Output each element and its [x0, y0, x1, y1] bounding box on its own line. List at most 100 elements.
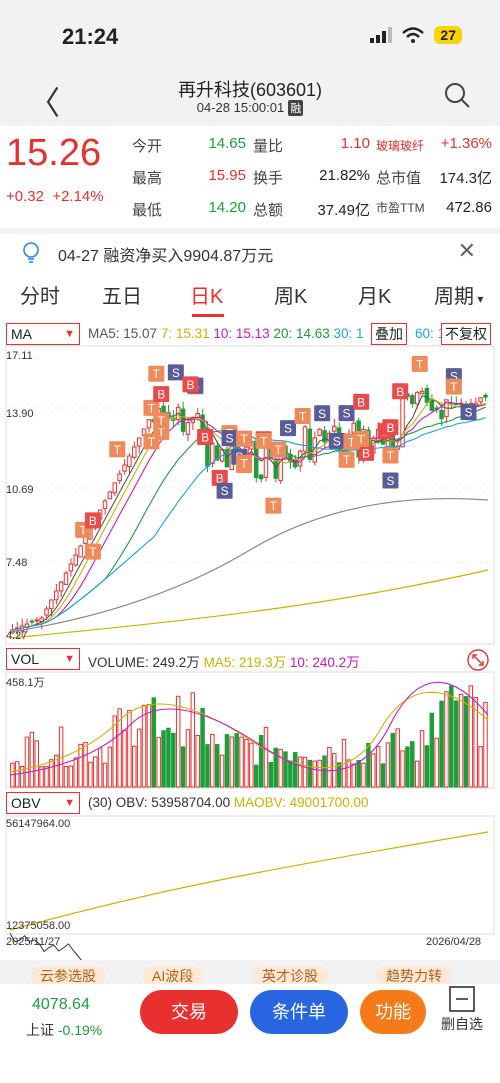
volume-bar: [156, 736, 161, 788]
candle-body: [224, 449, 230, 468]
candle-body: [112, 482, 118, 494]
tab-period[interactable]: 周期 ▾: [434, 286, 484, 308]
volume-bar: [385, 742, 391, 788]
ma7-legend: 7: 15.31: [160, 326, 210, 341]
volume-bar: [458, 693, 464, 788]
signal-marker: [211, 469, 228, 486]
notice-bar[interactable]: 04-27 融资净买入9904.87万元 ✕: [0, 228, 500, 268]
tab-daily-k[interactable]: 日K: [190, 286, 224, 308]
volume-ma10: 10: 240.2万: [289, 655, 360, 670]
chart-canvas[interactable]: TSBTTSTBTSBTTSTBTSBTTSTBTSBTTSTBTSBTTSTB…: [0, 320, 500, 960]
promo-item[interactable]: 英才诊股: [252, 966, 328, 984]
volume-bar: [302, 756, 308, 788]
signal-marker-label: T: [299, 409, 307, 423]
candle-body: [258, 474, 264, 480]
volume-bar: [44, 765, 49, 788]
close-icon[interactable]: ✕: [457, 238, 476, 263]
delete-watchlist-button[interactable]: 删自选: [434, 986, 490, 1034]
candle-body: [146, 419, 152, 429]
condition-order-button[interactable]: 条件单: [250, 990, 348, 1034]
tab-five-day[interactable]: 五日: [102, 286, 142, 308]
volume-bar: [146, 704, 152, 788]
candle-body: [307, 428, 313, 460]
volume-bar: [239, 736, 244, 788]
signal-marker-label: S: [450, 370, 458, 384]
signal-marker-label: B: [396, 385, 404, 399]
volume-chart-frame: [5, 671, 495, 789]
signal-marker: [153, 412, 170, 429]
low-label: 最低: [132, 202, 163, 219]
tab-intraday[interactable]: 分时: [20, 286, 60, 308]
high-value: 15.95: [208, 167, 246, 184]
signal-marker-label: B: [362, 446, 370, 460]
volume-bar: [273, 747, 278, 788]
back-icon[interactable]: 〈: [28, 85, 61, 121]
y-label-4: 7.48: [6, 557, 28, 569]
trade-button[interactable]: 交易: [140, 990, 238, 1034]
quote-panel: 15.26 +0.32 +2.14% 今开 14.65 量比 1.10 玻璃玻纤…: [0, 126, 500, 228]
adjust-button[interactable]: 不复权: [441, 323, 491, 345]
signal-marker: [143, 399, 160, 416]
signal-marker-label: B: [157, 388, 165, 402]
candle-body: [410, 395, 415, 405]
volume-bar: [312, 760, 317, 788]
volume-bar: [97, 747, 103, 788]
promo-item[interactable]: AI波段: [142, 966, 204, 984]
signal-marker: [328, 432, 345, 449]
signal-marker-label: T: [240, 456, 248, 470]
volume-bar: [102, 762, 108, 788]
volume-bar: [34, 740, 39, 788]
signal-marker: [338, 405, 355, 422]
candle-body: [107, 491, 113, 500]
signal-marker: [236, 430, 253, 447]
sector-link[interactable]: 玻璃玻纤: [376, 139, 425, 153]
promo-item[interactable]: 趋势力转: [376, 966, 452, 984]
expand-icon[interactable]: [466, 648, 490, 672]
signal-marker-label: S: [333, 434, 341, 448]
volume-bar: [419, 730, 425, 788]
obv-line: [9, 933, 82, 960]
volume-bar: [483, 701, 488, 788]
tab-weekly-k[interactable]: 周K: [274, 286, 308, 308]
signal-marker-label: B: [89, 514, 97, 528]
signal-marker-label: T: [343, 453, 351, 467]
volume-bar: [444, 691, 449, 788]
volume-bar: [107, 746, 113, 788]
signal-marker-label: S: [343, 407, 351, 421]
signal-marker: [411, 355, 428, 372]
tab-monthly-k[interactable]: 月K: [358, 286, 392, 308]
candle-body: [83, 536, 88, 544]
signal-marker-label: T: [114, 443, 122, 457]
overlay-button[interactable]: 叠加: [371, 323, 407, 345]
function-button[interactable]: 功能: [360, 990, 426, 1034]
y-label-2: 13.90: [6, 408, 34, 420]
obv-value: (30) OBV: 53958704.00: [88, 795, 231, 810]
main-indicator-select[interactable]: MA ▼: [6, 323, 80, 345]
volume-bar: [253, 764, 259, 788]
promo-item[interactable]: 云参选股: [30, 966, 106, 984]
chart-area[interactable]: TSBTTSTBTSBTTSTBTSBTTSTBTSBTTSTBTSBTTSTB…: [0, 320, 500, 960]
signal-marker: [255, 432, 272, 449]
volume-bar: [249, 742, 254, 788]
volume-indicator-select[interactable]: VOL ▼: [6, 648, 80, 670]
signal-marker-label: T: [240, 432, 248, 446]
volume-bar: [258, 735, 264, 788]
search-icon[interactable]: [444, 82, 470, 108]
index-value[interactable]: 4078.64: [32, 996, 90, 1013]
obv-indicator-select[interactable]: OBV ▼: [6, 792, 80, 814]
signal-marker: [153, 386, 170, 403]
candle-body: [332, 425, 337, 432]
volume-bar: [19, 765, 25, 788]
candle-body: [136, 437, 142, 447]
volume-bar: [224, 734, 230, 788]
signal-marker-label: T: [270, 499, 278, 513]
volume-bar: [429, 712, 435, 788]
signal-marker: [265, 497, 282, 514]
obv-legend: (30) OBV: 53958704.00 MAOBV: 49001700.00: [88, 795, 368, 810]
signal-marker-label: S: [284, 422, 292, 436]
signal-marker: [460, 404, 477, 421]
volume-bar: [88, 761, 93, 788]
candle-body: [419, 390, 425, 395]
volume-bar: [400, 750, 405, 788]
volume-bar: [190, 692, 196, 788]
